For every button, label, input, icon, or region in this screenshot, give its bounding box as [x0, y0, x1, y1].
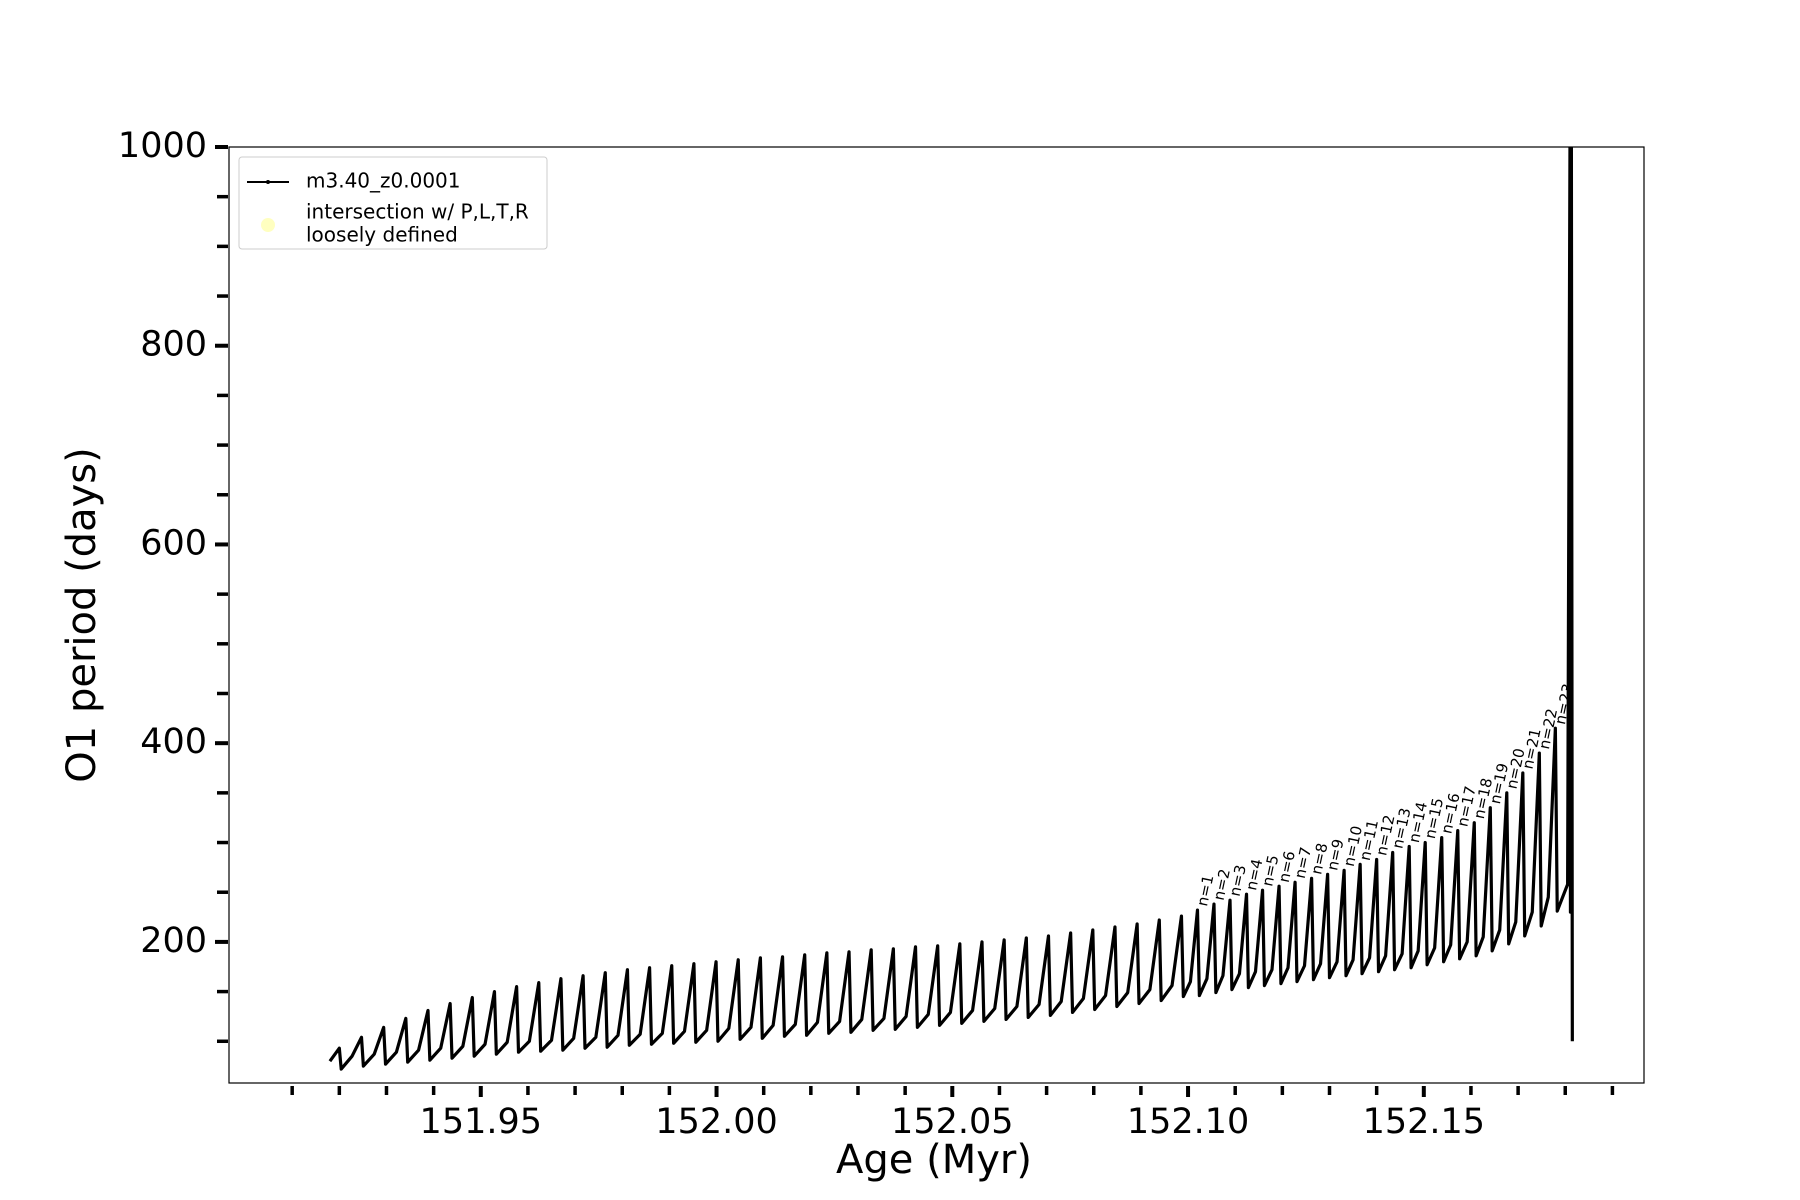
- y-axis-label: O1 period (days): [59, 447, 105, 782]
- legend-label: m3.40_z0.0001: [306, 169, 461, 193]
- x-tick-label: 152.10: [1127, 1102, 1249, 1142]
- legend-marker: [261, 218, 275, 232]
- plot-frame: [228, 146, 1645, 1084]
- legend-box: [238, 156, 548, 250]
- x-axis-label: Age (Myr): [836, 1137, 1032, 1183]
- y-tick-label: 600: [140, 523, 207, 563]
- x-tick-label: 152.15: [1363, 1102, 1485, 1142]
- x-tick-label: 151.95: [420, 1102, 542, 1142]
- x-tick-label: 152.05: [891, 1102, 1013, 1142]
- legend-marker: [266, 180, 270, 184]
- y-tick-label: 1000: [118, 126, 207, 166]
- legend-label: intersection w/ P,L,T,R: [306, 200, 529, 224]
- x-tick-label: 152.00: [655, 1102, 777, 1142]
- y-tick-label: 400: [140, 722, 207, 762]
- legend-label: loosely defined: [306, 223, 458, 247]
- y-tick-label: 800: [140, 325, 207, 365]
- y-tick-label: 200: [140, 921, 207, 961]
- data-line: [328, 147, 1574, 1071]
